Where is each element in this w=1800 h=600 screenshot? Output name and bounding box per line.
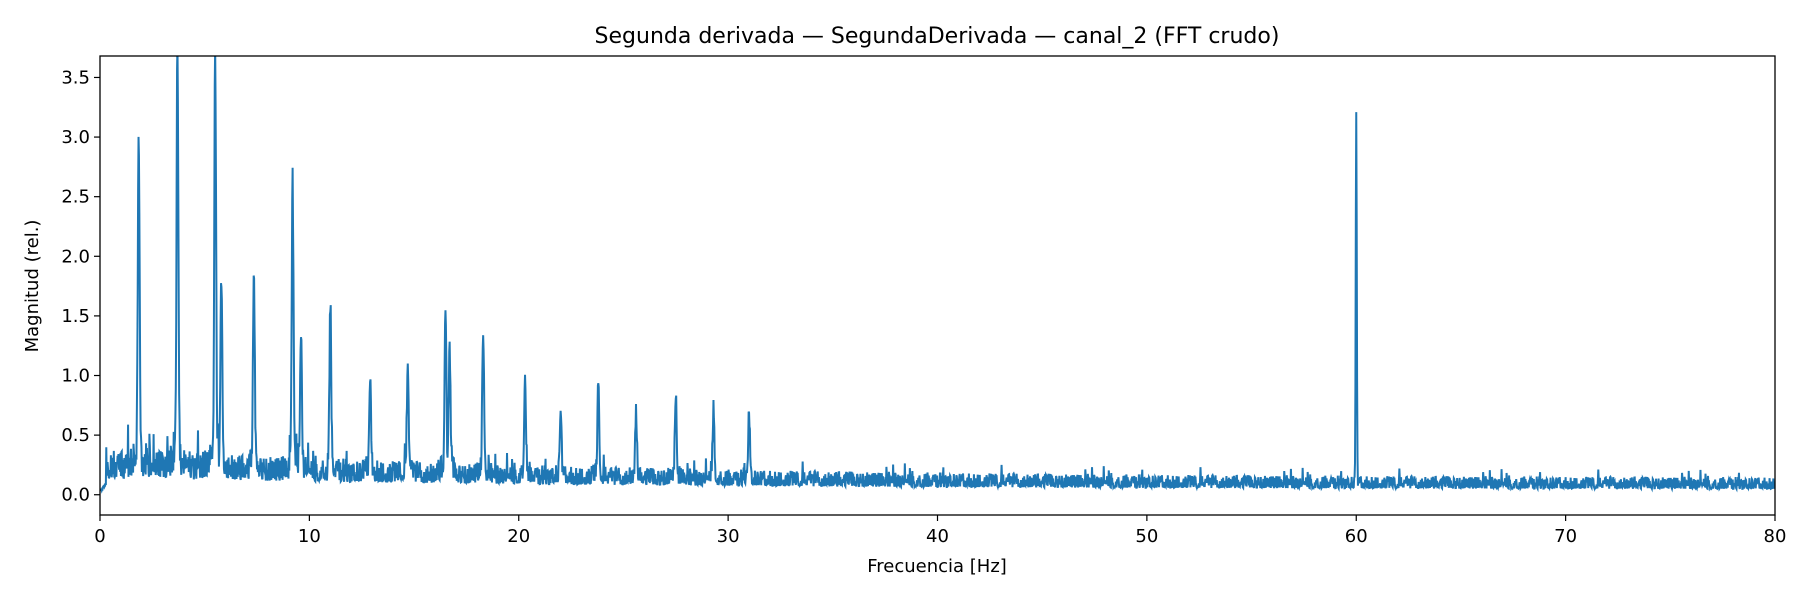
y-tick-label: 3.0 bbox=[61, 127, 90, 148]
y-axis-label: Magnitud (rel.) bbox=[22, 220, 43, 353]
y-axis: 0.0 0.5 1.0 1.5 2.0 2.5 3.0 3.5 bbox=[61, 67, 100, 506]
y-tick-label: 1.0 bbox=[61, 366, 90, 387]
x-tick-label: 70 bbox=[1554, 526, 1577, 547]
x-tick-label: 0 bbox=[94, 526, 105, 547]
y-tick-label: 1.5 bbox=[61, 306, 90, 327]
chart-title: Segunda derivada — SegundaDerivada — can… bbox=[595, 24, 1280, 49]
series-line bbox=[100, 56, 1775, 494]
y-tick-label: 2.0 bbox=[61, 246, 90, 267]
x-tick-label: 50 bbox=[1135, 526, 1158, 547]
y-tick-label: 0.0 bbox=[61, 485, 90, 506]
x-tick-label: 10 bbox=[298, 526, 321, 547]
y-tick-label: 0.5 bbox=[61, 425, 90, 446]
x-tick-label: 30 bbox=[717, 526, 740, 547]
x-axis: 0 10 20 30 40 50 60 70 80 bbox=[94, 515, 1786, 547]
x-tick-label: 60 bbox=[1345, 526, 1368, 547]
y-tick-label: 3.5 bbox=[61, 67, 90, 88]
x-axis-label: Frecuencia [Hz] bbox=[867, 556, 1007, 577]
y-tick-label: 2.5 bbox=[61, 187, 90, 208]
x-tick-label: 40 bbox=[926, 526, 949, 547]
x-tick-label: 80 bbox=[1764, 526, 1787, 547]
x-tick-label: 20 bbox=[507, 526, 530, 547]
